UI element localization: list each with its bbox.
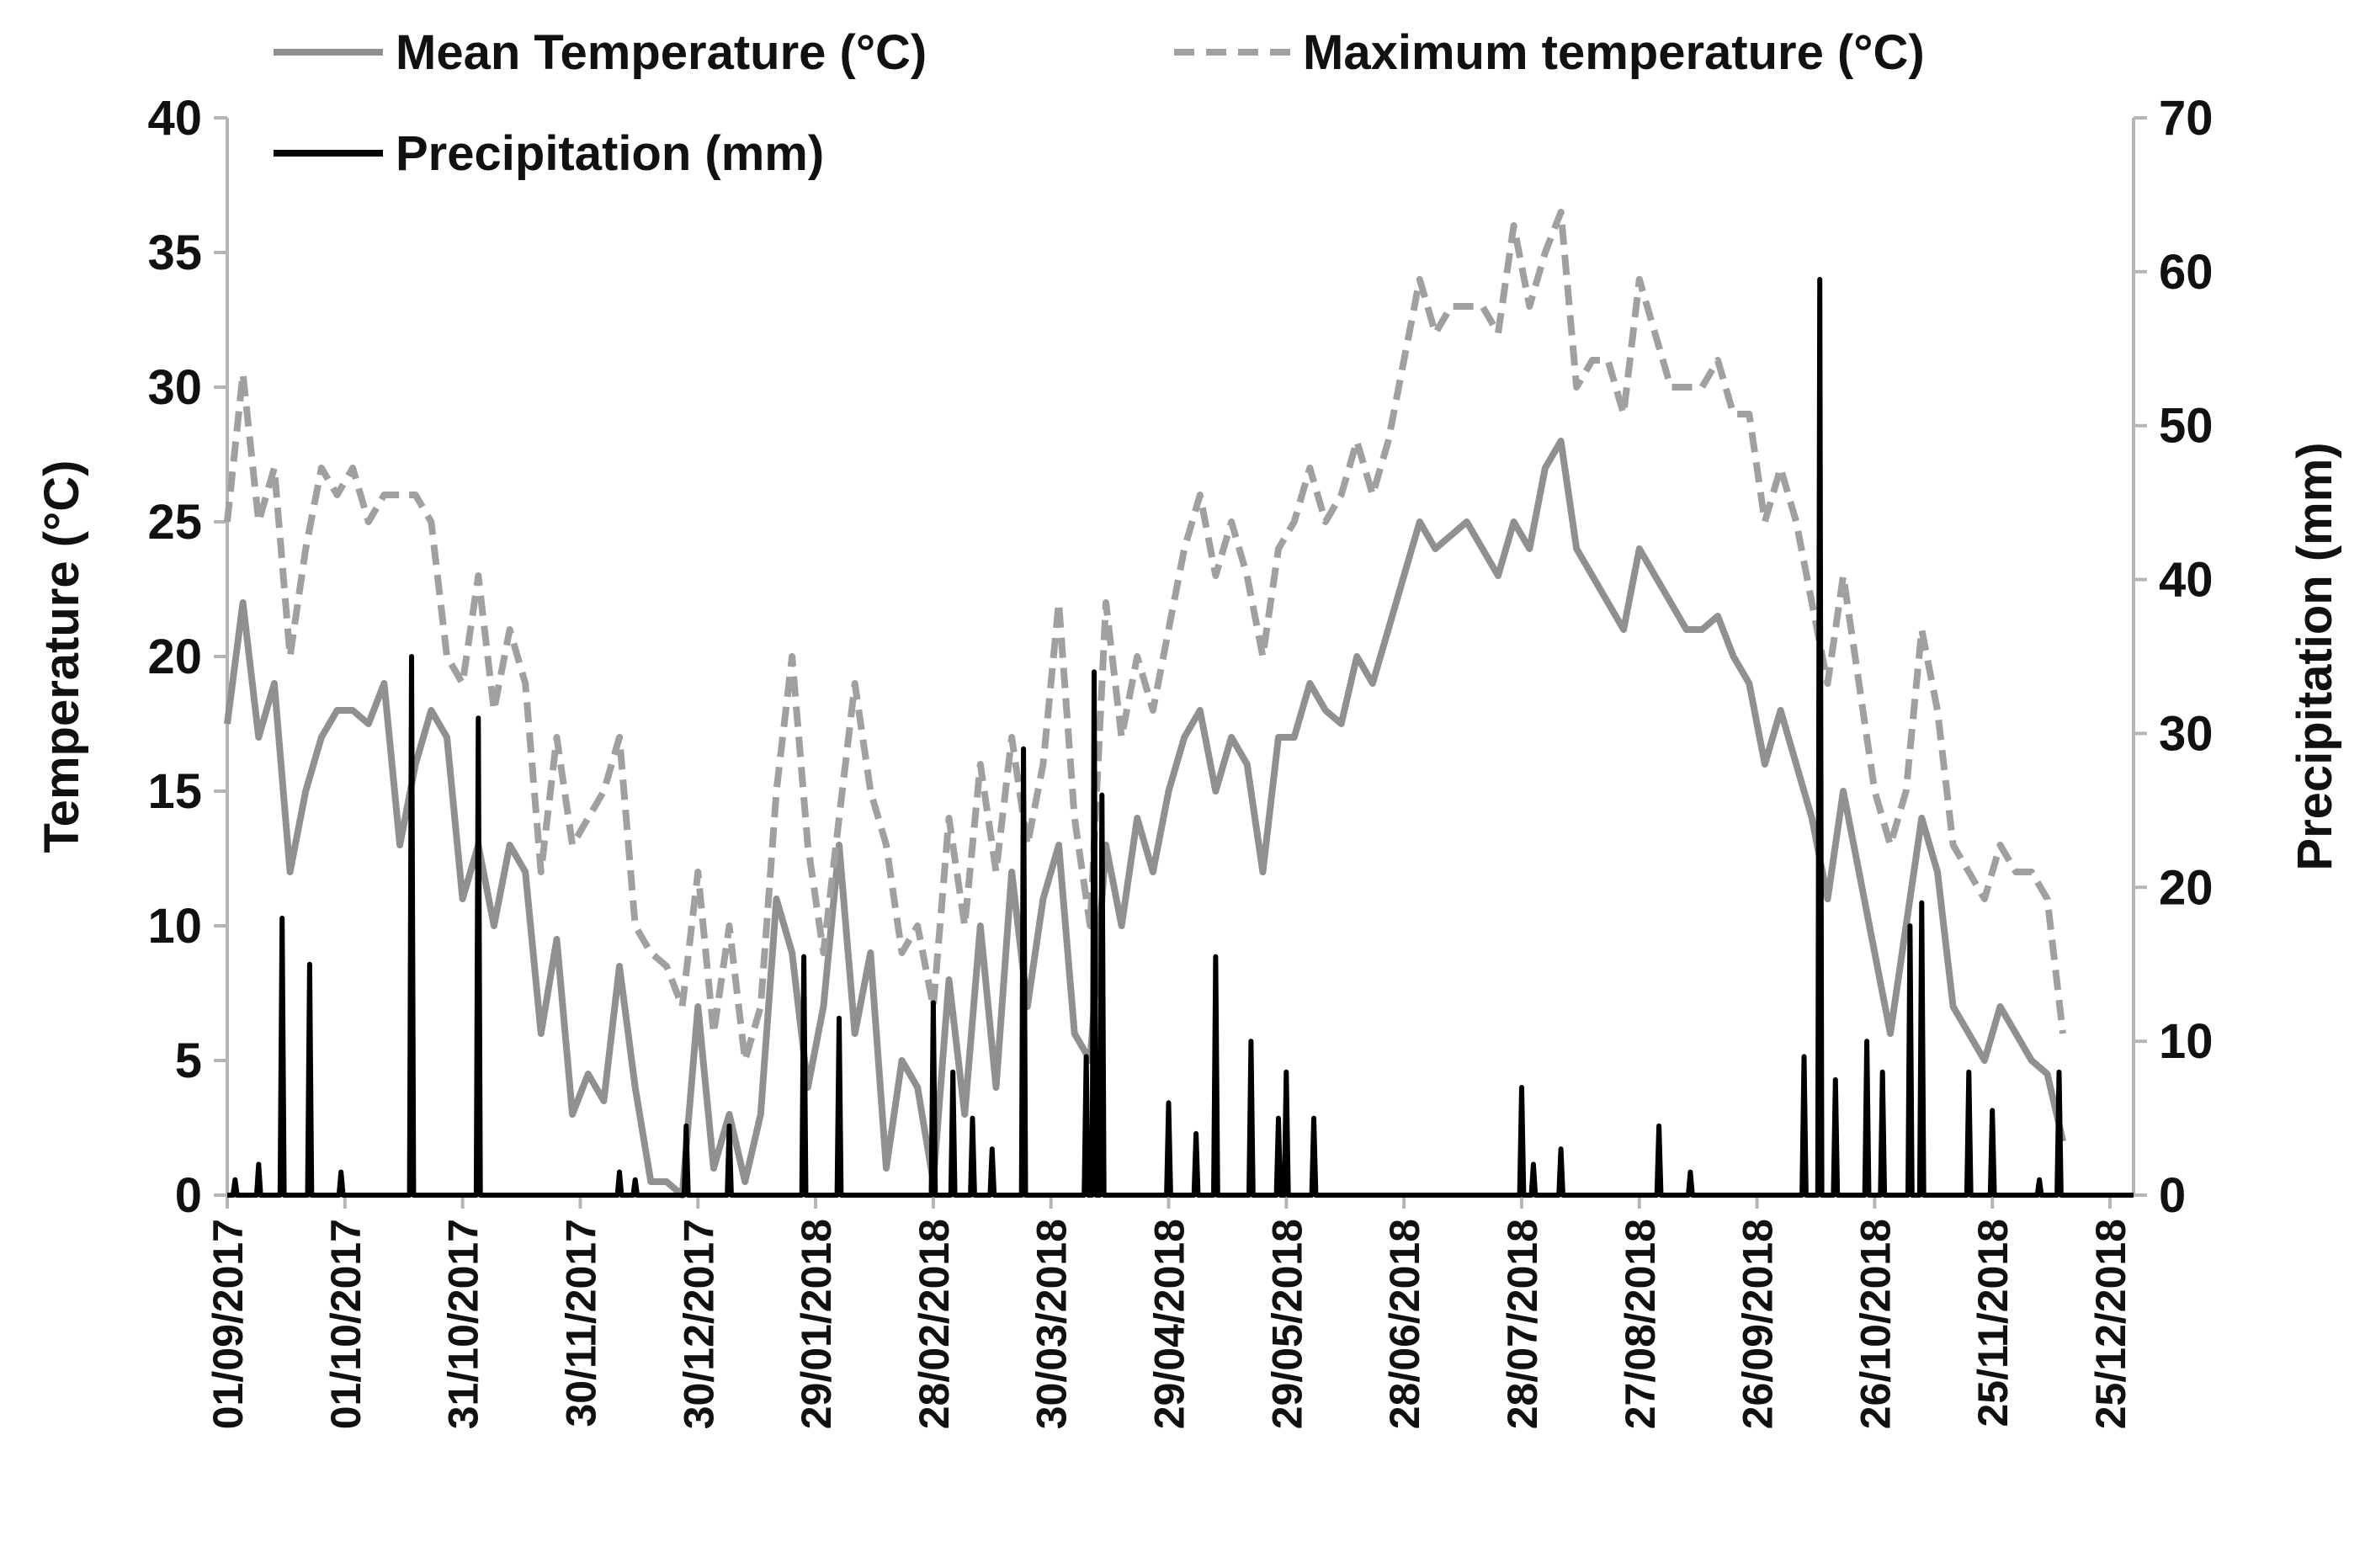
x-tick-label: 30/12/2017 bbox=[675, 1219, 722, 1429]
x-tick-label: 30/03/2018 bbox=[1028, 1219, 1076, 1429]
x-tick-label: 31/10/2017 bbox=[440, 1219, 487, 1429]
y-tick-label-right: 30 bbox=[2159, 706, 2214, 761]
y-tick-label-left: 40 bbox=[147, 91, 202, 146]
plot-area bbox=[224, 209, 2134, 1199]
y-axis-title-left: Temperature (°C) bbox=[35, 460, 89, 853]
y-tick-label-left: 0 bbox=[175, 1168, 202, 1223]
y-tick-label-left: 5 bbox=[175, 1034, 202, 1088]
x-tick-label: 27/08/2018 bbox=[1617, 1219, 1664, 1429]
x-tick-label: 29/01/2018 bbox=[793, 1219, 840, 1429]
y-tick-label-left: 25 bbox=[147, 495, 202, 550]
y-tick-label-left: 30 bbox=[147, 360, 202, 415]
x-tick-label: 30/11/2017 bbox=[557, 1219, 604, 1427]
x-tick-label: 01/09/2017 bbox=[205, 1219, 252, 1429]
y-tick-label-left: 15 bbox=[147, 764, 202, 819]
y-tick-label-right: 20 bbox=[2159, 860, 2214, 915]
legend: Mean Temperature (°C) Maximum temperatur… bbox=[274, 25, 1925, 181]
x-tick-label: 26/09/2018 bbox=[1735, 1219, 1782, 1429]
legend-label-maximum-temperature: Maximum temperature (°C) bbox=[1303, 25, 1925, 80]
series-line-precipitation bbox=[227, 277, 2134, 1198]
y-tick-label-right: 10 bbox=[2159, 1014, 2214, 1069]
right-ticks: 0 10 20 30 40 50 60 70 bbox=[2134, 91, 2214, 1223]
x-ticks: 01/09/2017 01/10/2017 31/10/2017 30/11/2017… bbox=[205, 1195, 2134, 1429]
y-tick-label-right: 70 bbox=[2159, 91, 2214, 146]
x-tick-label: 28/07/2018 bbox=[1499, 1219, 1546, 1429]
legend-label-mean-temperature: Mean Temperature (°C) bbox=[396, 25, 927, 80]
x-tick-label: 01/10/2017 bbox=[322, 1219, 369, 1429]
legend-label-precipitation: Precipitation (mm) bbox=[396, 126, 824, 181]
y-tick-label-right: 0 bbox=[2159, 1168, 2186, 1223]
x-tick-label: 28/06/2018 bbox=[1381, 1219, 1428, 1429]
x-tick-label: 29/04/2018 bbox=[1146, 1219, 1193, 1429]
x-tick-label: 26/10/2018 bbox=[1852, 1219, 1899, 1429]
y-tick-label-left: 10 bbox=[147, 899, 202, 954]
y-tick-label-left: 35 bbox=[147, 226, 202, 280]
left-ticks: 0 5 10 15 20 25 30 35 40 bbox=[147, 91, 227, 1223]
x-tick-label: 25/11/2018 bbox=[1969, 1219, 2017, 1427]
x-tick-label: 29/05/2018 bbox=[1263, 1219, 1310, 1429]
y-tick-label-right: 40 bbox=[2159, 553, 2214, 608]
y-tick-label-left: 20 bbox=[147, 630, 202, 684]
y-axis-title-right: Precipitation (mm) bbox=[2288, 442, 2342, 870]
y-tick-label-right: 60 bbox=[2159, 245, 2214, 300]
series-line-maximum-temperature bbox=[224, 209, 2067, 1064]
x-tick-label: 25/12/2018 bbox=[2087, 1219, 2134, 1429]
y-tick-label-right: 50 bbox=[2159, 399, 2214, 454]
series-line-mean-temperature bbox=[224, 438, 2066, 1199]
x-tick-label: 28/02/2018 bbox=[911, 1219, 958, 1429]
